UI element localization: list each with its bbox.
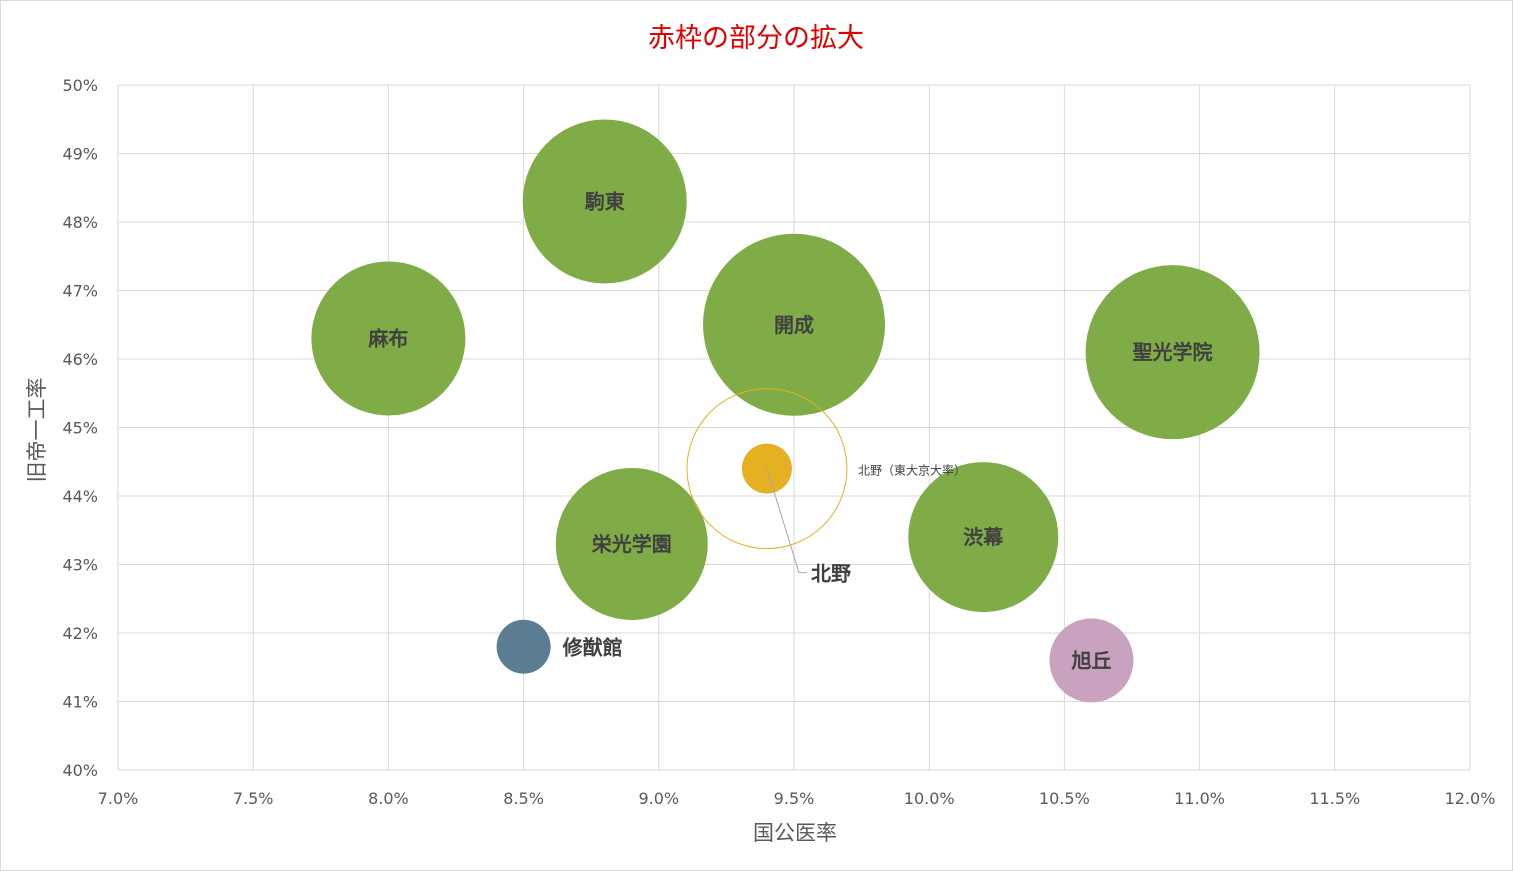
- bubble-label: 聖光学院: [1133, 340, 1213, 364]
- y-axis-title: 旧帝一工率: [25, 378, 49, 483]
- bubble: [496, 619, 551, 674]
- y-tick-label: 45%: [62, 419, 98, 438]
- x-tick-label: 7.0%: [98, 789, 139, 808]
- y-tick-label: 49%: [62, 145, 98, 164]
- x-tick-label: 10.0%: [904, 789, 955, 808]
- y-tick-label: 50%: [62, 76, 98, 95]
- bubble: [555, 467, 708, 620]
- y-tick-label: 42%: [62, 624, 98, 643]
- x-tick-label: 8.0%: [368, 789, 409, 808]
- x-tick-label: 9.5%: [774, 789, 815, 808]
- x-tick-label: 11.5%: [1309, 789, 1360, 808]
- chart-title: 赤枠の部分の拡大: [648, 23, 864, 54]
- bubble: [1085, 265, 1260, 440]
- y-tick-label: 43%: [62, 556, 98, 575]
- y-tick-label: 41%: [62, 693, 98, 712]
- x-tick-label: 12.0%: [1445, 789, 1496, 808]
- bubble: [908, 462, 1059, 613]
- annotation-label: 北野（東大京大率）: [858, 463, 966, 478]
- callout-leader-line: [766, 468, 807, 574]
- bubble: [1049, 618, 1134, 703]
- bubble-label: 開成: [774, 313, 814, 337]
- x-tick-label: 11.0%: [1174, 789, 1225, 808]
- x-tick-label: 8.5%: [503, 789, 544, 808]
- bubble-label: 麻布: [367, 326, 408, 350]
- bubble-label: 旭丘: [1070, 648, 1111, 672]
- y-tick-label: 46%: [62, 350, 98, 369]
- y-tick-label: 48%: [62, 213, 98, 232]
- bubble: [703, 233, 885, 416]
- x-tick-label: 7.5%: [233, 789, 274, 808]
- x-tick-label: 10.5%: [1039, 789, 1090, 808]
- y-tick-label: 47%: [62, 282, 98, 301]
- bubble-label: 北野: [811, 562, 851, 586]
- y-tick-label: 40%: [62, 761, 98, 780]
- bubble: [522, 119, 687, 284]
- bubble-label: 修猷館: [562, 636, 623, 660]
- bubble-label: 渋幕: [963, 525, 1004, 549]
- bubble-label: 駒東: [585, 189, 625, 213]
- x-tick-label: 9.0%: [638, 789, 679, 808]
- x-axis-title: 国公医率: [753, 821, 837, 845]
- highlight-ring: [686, 388, 848, 550]
- bubble-label: 栄光学園: [591, 532, 672, 556]
- y-tick-label: 44%: [62, 487, 98, 506]
- bubble: [311, 261, 466, 416]
